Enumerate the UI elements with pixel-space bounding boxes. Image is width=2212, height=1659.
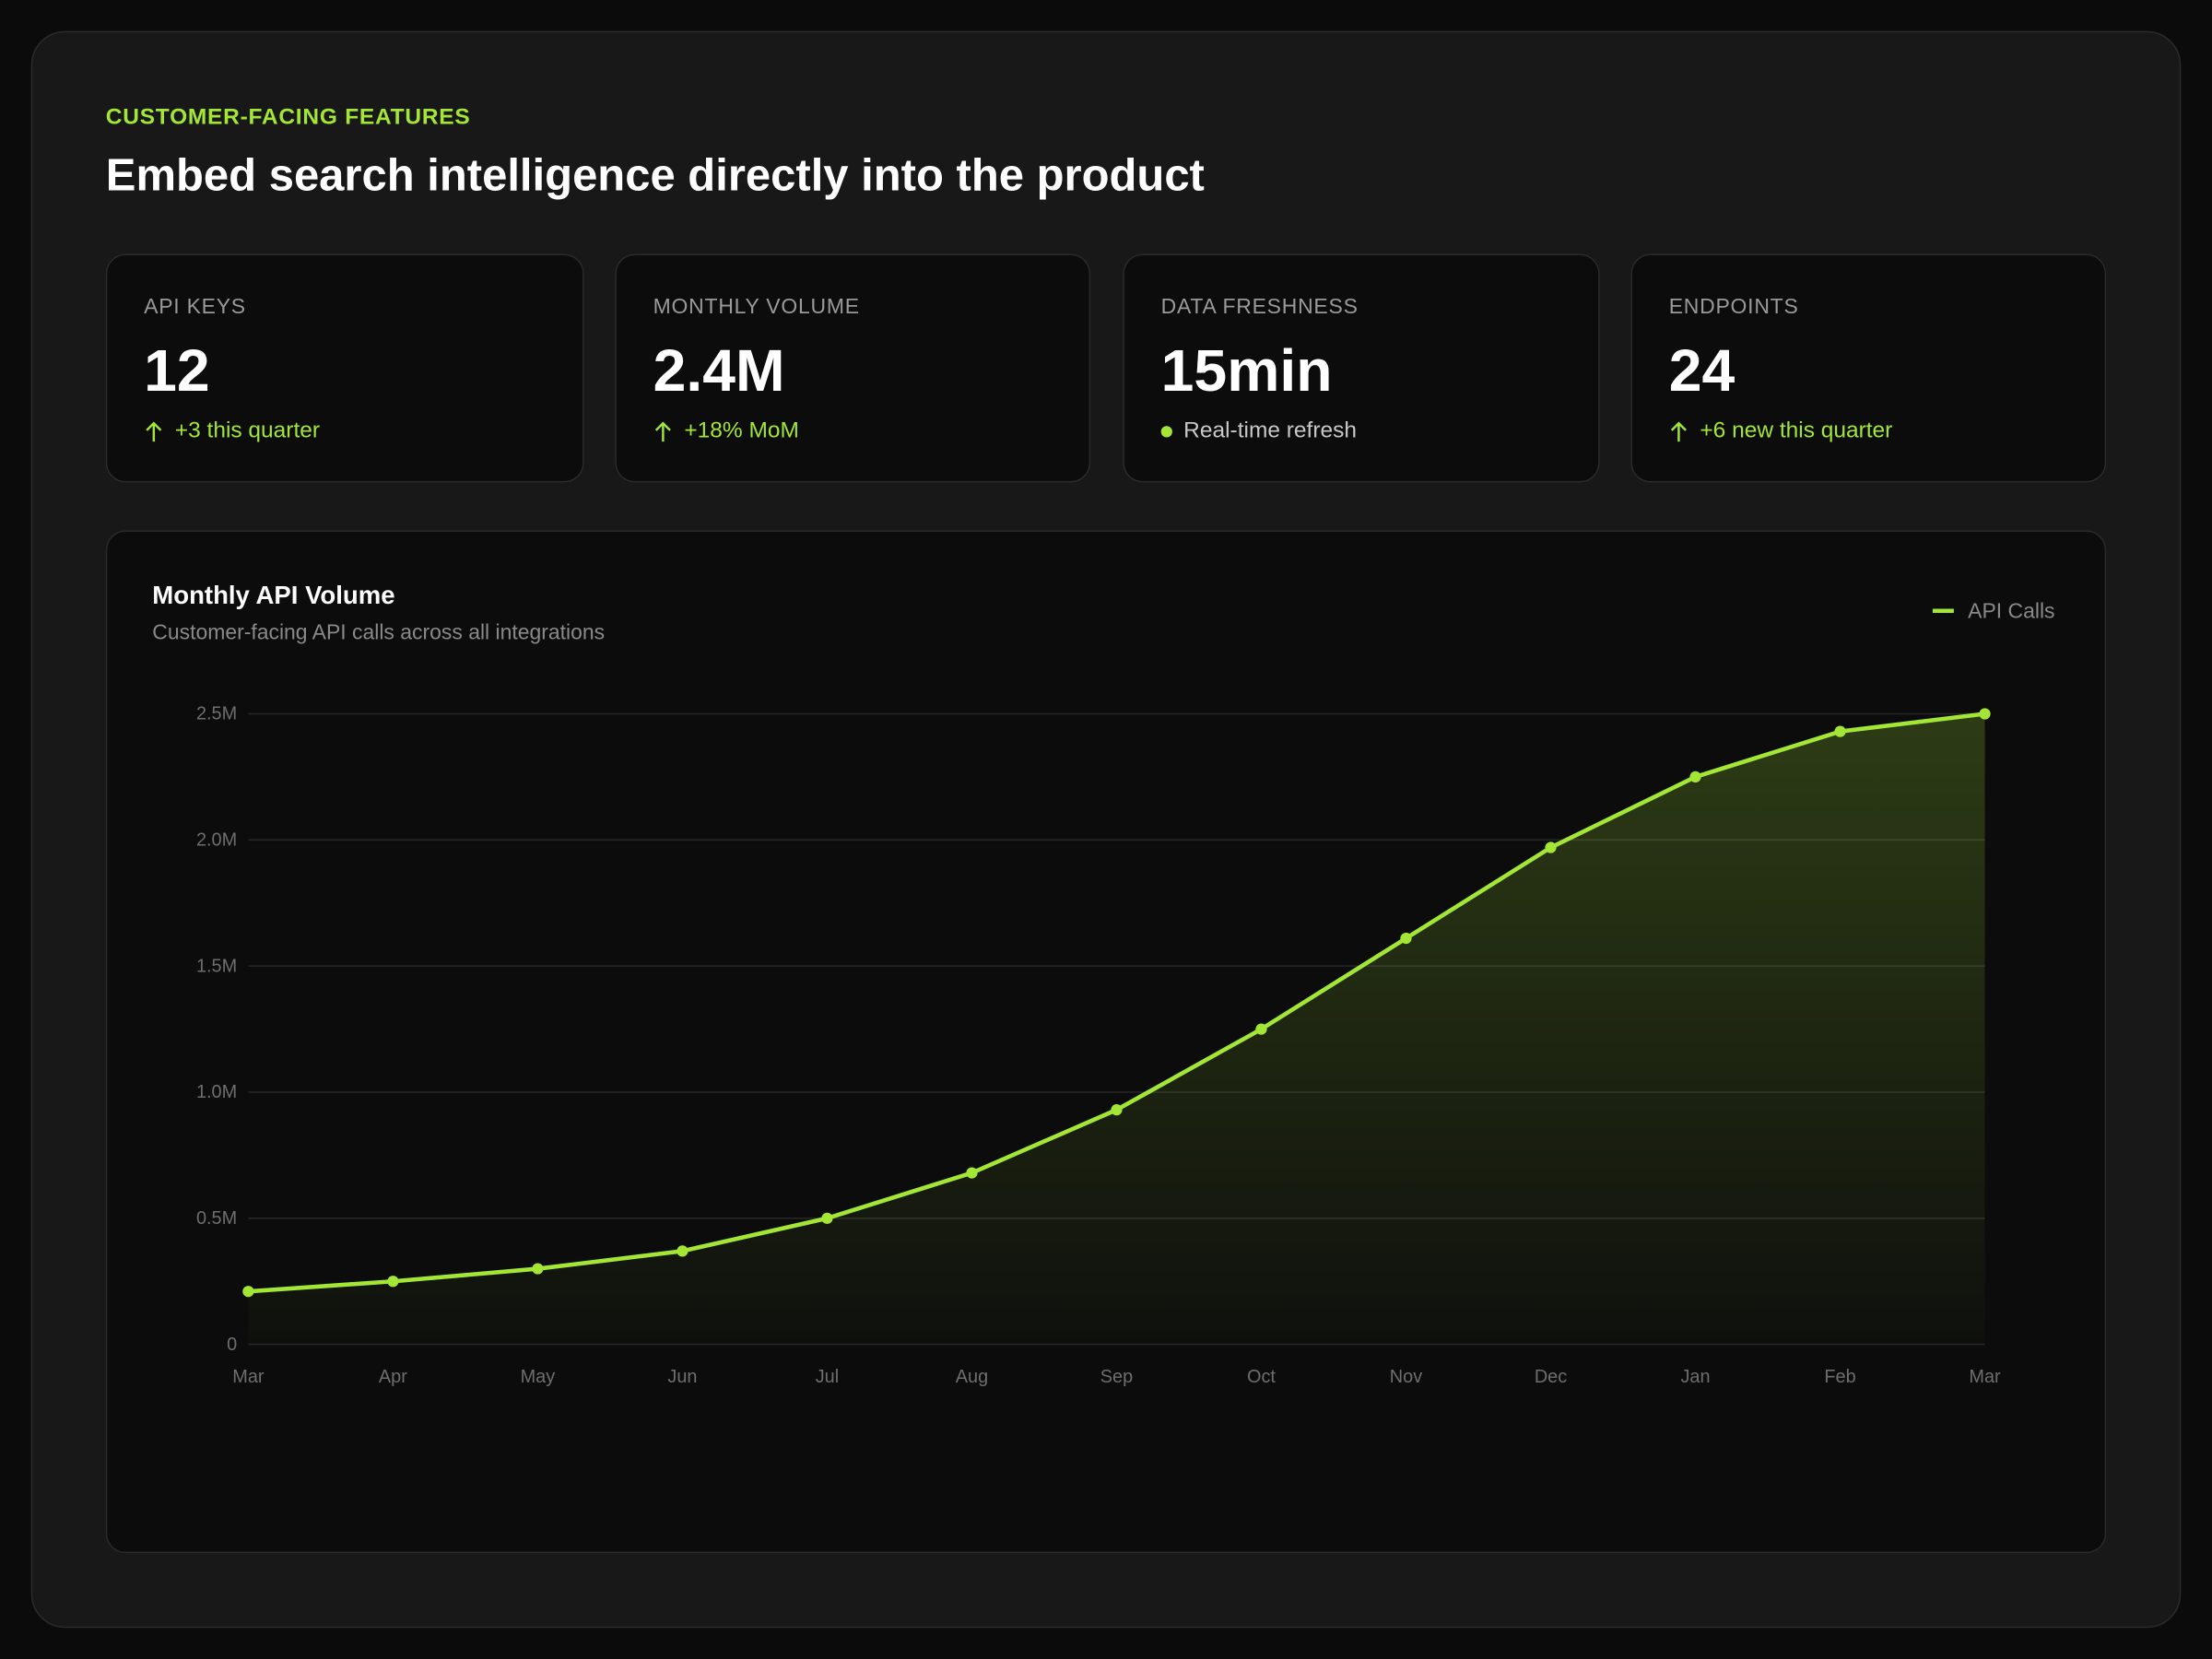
- y-tick-label: 0.5M: [196, 1208, 237, 1229]
- chart-card: Monthly API Volume Customer-facing API c…: [105, 530, 2107, 1554]
- legend-label: API Calls: [1968, 598, 2054, 622]
- stat-card: DATA FRESHNESS 15min Real-time refresh: [1123, 253, 1600, 483]
- x-tick-label: Mar: [1969, 1367, 2001, 1387]
- point: [821, 1212, 833, 1224]
- stat-card: ENDPOINTS 24 +6 new this quarter: [1630, 253, 2107, 483]
- stat-note-text: +18% MoM: [684, 418, 799, 443]
- x-tick-label: Dec: [1535, 1367, 1567, 1387]
- y-tick-label: 2.0M: [196, 830, 237, 850]
- chart: Monthly API Volume Customer-facing API c…: [152, 581, 2054, 1387]
- up-arrow: [146, 421, 162, 442]
- point: [242, 1286, 254, 1298]
- x-tick-label: Jul: [816, 1367, 839, 1387]
- point: [1255, 1023, 1267, 1035]
- stat-note: +6 new this quarter: [1669, 418, 1893, 445]
- stat-card: MONTHLY VOLUME 2.4M +18% MoM: [615, 253, 1091, 483]
- x-tick-label: Aug: [956, 1367, 988, 1387]
- x-tick-label: Sep: [1100, 1367, 1133, 1387]
- y-tick-label: 1.0M: [196, 1082, 237, 1102]
- stat-label: API KEYS: [144, 294, 246, 319]
- x-tick-label: May: [521, 1367, 556, 1387]
- point: [387, 1276, 399, 1288]
- stat-label: ENDPOINTS: [1668, 294, 1799, 319]
- chart-subtitle: Customer-facing API calls across all int…: [152, 619, 605, 643]
- area: [248, 713, 1985, 1345]
- x-tick-label: Jan: [1681, 1367, 1711, 1387]
- x-tick-label: Oct: [1247, 1367, 1276, 1387]
- x-tick-label: Nov: [1390, 1367, 1422, 1387]
- page-title: Embed search intelligence directly into …: [105, 149, 1205, 201]
- stat-note-text: +6 new this quarter: [1700, 418, 1893, 443]
- stat-value: 12: [144, 336, 210, 404]
- point: [532, 1263, 544, 1275]
- stat-card: API KEYS 12 +3 this quarter: [105, 253, 584, 483]
- point: [1545, 841, 1557, 853]
- up-arrow: [654, 421, 671, 442]
- point: [1834, 725, 1846, 737]
- stat-note-text: +3 this quarter: [174, 418, 321, 443]
- stat-note: Real-time refresh: [1160, 418, 1357, 445]
- stat-label: MONTHLY VOLUME: [653, 294, 860, 319]
- stat-value: 15min: [1160, 336, 1333, 404]
- x-tick-label: Mar: [232, 1367, 265, 1387]
- stat-value: 2.4M: [653, 336, 785, 404]
- point: [1400, 932, 1412, 945]
- chart-title: Monthly API Volume: [152, 581, 394, 609]
- status-dot: [1160, 426, 1172, 438]
- stat-note: +3 this quarter: [144, 419, 320, 445]
- x-tick-label: Feb: [1824, 1367, 1855, 1387]
- up-arrow: [1670, 421, 1687, 442]
- y-tick-label: 0: [227, 1335, 237, 1355]
- x-tick-label: Apr: [379, 1367, 407, 1387]
- stat-label: DATA FRESHNESS: [1160, 294, 1359, 319]
- point: [677, 1245, 688, 1257]
- stat-value: 24: [1668, 336, 1735, 404]
- point: [966, 1167, 978, 1179]
- eyebrow: CUSTOMER-FACING FEATURES: [105, 105, 471, 130]
- point: [1111, 1104, 1123, 1116]
- x-tick-label: Jun: [667, 1367, 697, 1387]
- y-tick-label: 1.5M: [196, 956, 237, 976]
- y-tick-label: 2.5M: [196, 704, 237, 724]
- stat-note-text: Real-time refresh: [1183, 418, 1357, 443]
- stat-note: +18% MoM: [653, 419, 799, 445]
- point: [1689, 771, 1701, 783]
- point: [1979, 708, 1991, 720]
